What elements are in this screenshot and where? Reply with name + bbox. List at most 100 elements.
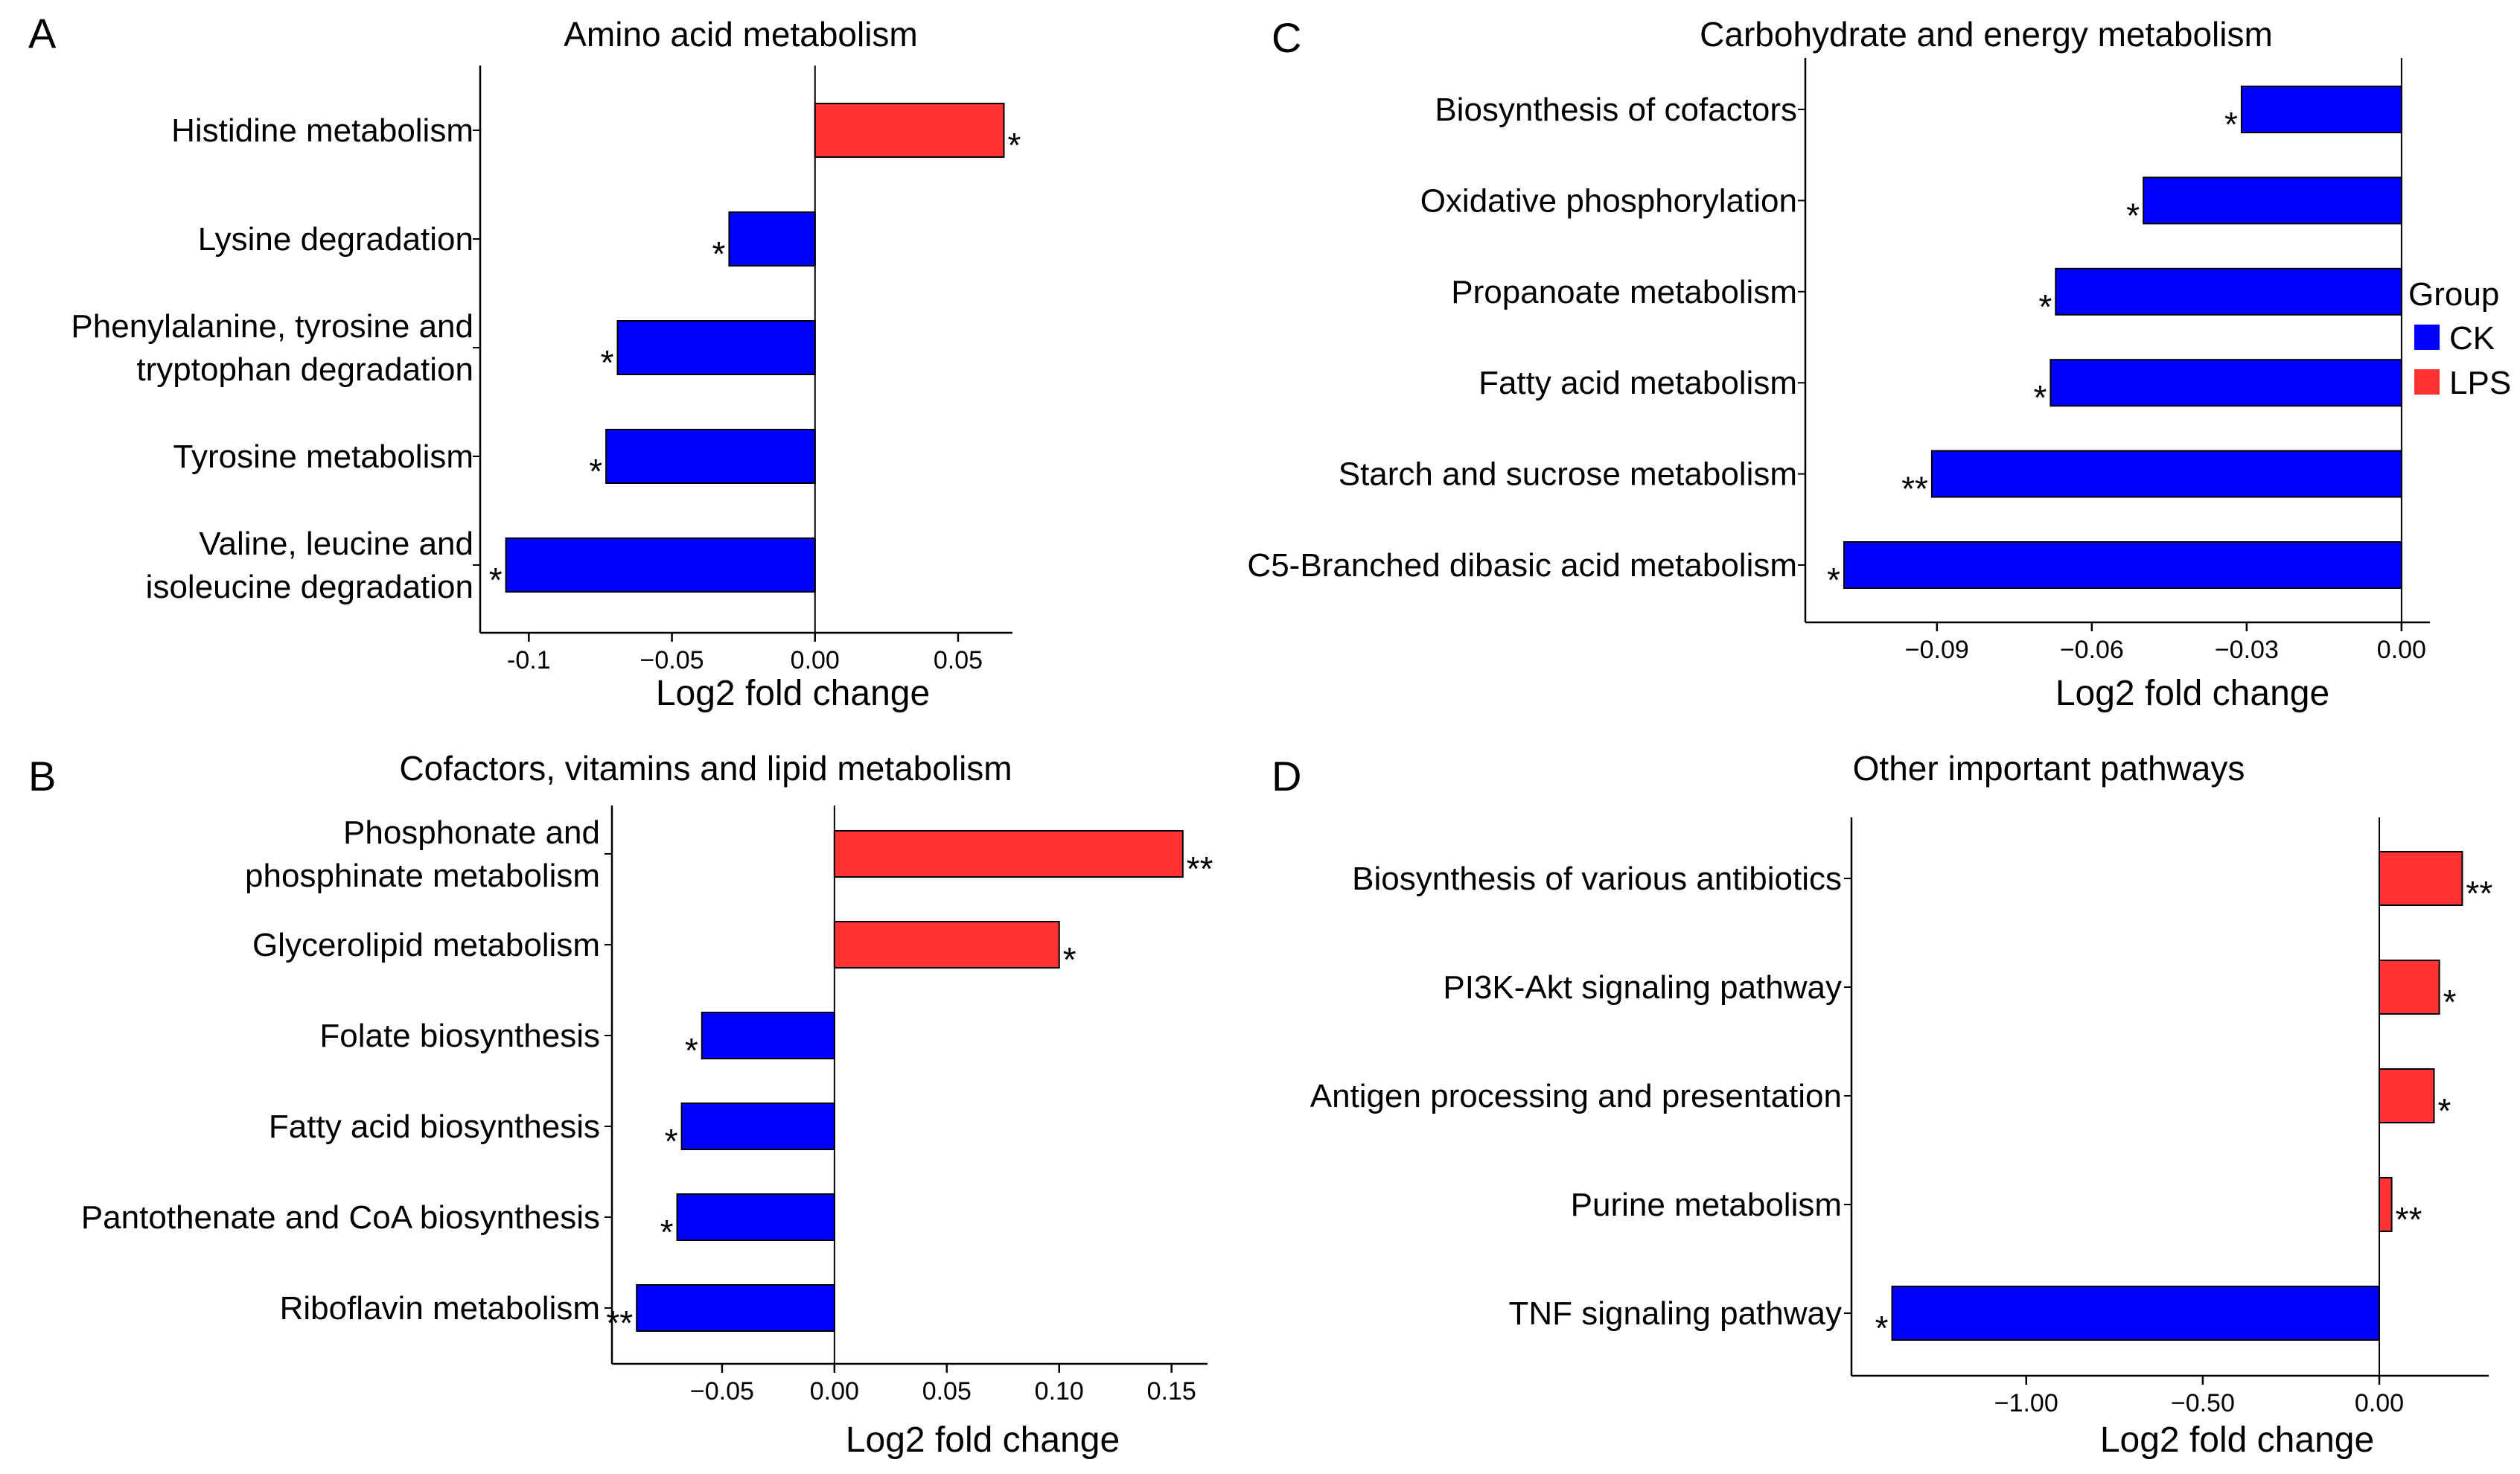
- panel-b-category-label: Pantothenate and CoA biosynthesis: [81, 1199, 600, 1236]
- panel-a-plot: -0.1 −0.05 0.00 0.05 Histidine metabolism * Ly…: [71, 66, 1021, 674]
- panel-a-significance-marker: *: [1007, 126, 1021, 165]
- panel-b-label: B: [28, 753, 56, 800]
- panel-d-label: D: [1272, 753, 1301, 800]
- panel-b-bar: [701, 1012, 835, 1059]
- panel-b-significance-marker: **: [1187, 849, 1213, 888]
- panel-c-bar: [2240, 86, 2402, 133]
- panel-d-xlabel: Log2 fold change: [2100, 1420, 2374, 1460]
- panel-d-category-label: TNF signaling pathway: [1508, 1295, 1842, 1332]
- panel-a-x-tick-label: 0.05: [934, 646, 983, 674]
- panel-d: D Other important pathways Log2 fold cha…: [1272, 749, 2492, 1460]
- panel-b-significance-marker: *: [660, 1213, 674, 1251]
- panel-c-significance-marker: *: [2038, 287, 2052, 326]
- panel-d-x-tick-label: 0.00: [2355, 1389, 2404, 1417]
- panel-c-significance-marker: *: [2126, 196, 2140, 234]
- panel-a-category-label: Lysine degradation: [198, 221, 473, 258]
- panel-b-plot: −0.05 0.00 0.05 0.10 0.15 Phosphonate and phos…: [81, 805, 1213, 1406]
- panel-b-significance-marker: **: [606, 1304, 633, 1342]
- panel-b-bar: [833, 921, 1060, 969]
- panel-c-category-label: Starch and sucrose metabolism: [1339, 456, 1797, 493]
- panel-d-bar: [2378, 1177, 2393, 1232]
- panel-c-category-label: Propanoate metabolism: [1451, 274, 1797, 310]
- panel-d-bar: [2378, 960, 2440, 1015]
- panel-c-x-tick-label: 0.00: [2377, 636, 2426, 664]
- panel-b-bar: [680, 1103, 835, 1150]
- panel-b-x-tick-label: 0.05: [922, 1377, 972, 1406]
- panel-b-bar: [636, 1284, 835, 1332]
- panel-a-category-label: Tyrosine metabolism: [173, 438, 473, 475]
- panel-c-category-label: Oxidative phosphorylation: [1420, 182, 1797, 219]
- panel-d-category-label: PI3K-Akt signaling pathway: [1443, 969, 1842, 1006]
- panel-a-category-label: Phenylalanine, tyrosine and tryptophan de…: [71, 308, 473, 388]
- panel-d-bar: [2378, 851, 2463, 906]
- panel-c-bar: [2050, 359, 2402, 407]
- panel-b-x-tick-label: 0.10: [1035, 1377, 1084, 1406]
- panel-b-bar: [833, 830, 1184, 878]
- panel-a-xlabel: Log2 fold change: [656, 674, 930, 713]
- panel-c-significance-marker: *: [1827, 561, 1840, 599]
- panel-b-x-tick-label: −0.05: [690, 1377, 754, 1406]
- panel-a-x-tick-label: −0.05: [640, 646, 704, 674]
- panel-c-bar: [2143, 176, 2402, 225]
- panel-a: A Amino acid metabolism Log2 fold change…: [28, 10, 1021, 713]
- panel-c-x-tick-label: −0.06: [2060, 636, 2124, 664]
- panel-a-category-label: Valine, leucine and isoleucine degradatio…: [146, 526, 473, 605]
- panel-c-bar: [2055, 267, 2402, 316]
- panel-d-category-label: Antigen processing and presentation: [1310, 1078, 1842, 1114]
- panel-c-title: Carbohydrate and energy metabolism: [1700, 15, 2273, 54]
- panel-a-bar: [814, 103, 1005, 158]
- panel-b-bar: [676, 1193, 835, 1241]
- panel-d-x-tick-label: −1.00: [1994, 1389, 2058, 1417]
- panel-c-significance-marker: **: [1901, 470, 1928, 508]
- panel-b-category-label: Riboflavin metabolism: [280, 1290, 600, 1327]
- panel-c-category-label: C5-Branched dibasic acid metabolism: [1247, 547, 1797, 584]
- panel-d-category-label: Purine metabolism: [1571, 1187, 1842, 1223]
- panel-d-plot: −1.00 −0.50 0.00 Biosynthesis of various an…: [1310, 817, 2492, 1417]
- panel-b-title: Cofactors, vitamins and lipid metabolism: [399, 749, 1012, 788]
- legend: Group CK LPS: [2408, 276, 2511, 401]
- panel-c-bar: [1930, 450, 2402, 498]
- panel-b-category-label: Phosphonate and phosphinate metabolism: [245, 814, 600, 894]
- panel-a-bar: [505, 537, 816, 593]
- panel-d-significance-marker: *: [2437, 1091, 2451, 1130]
- legend-label-lps: LPS: [2449, 365, 2511, 401]
- panel-c-significance-marker: *: [2224, 105, 2238, 144]
- panel-c-label: C: [1272, 14, 1301, 61]
- panel-b-x-tick-label: 0.15: [1147, 1377, 1196, 1406]
- panel-c-category-label: Biosynthesis of cofactors: [1435, 92, 1797, 128]
- panel-b-category-label: Fatty acid biosynthesis: [269, 1108, 600, 1145]
- panel-a-significance-marker: *: [712, 234, 726, 273]
- panel-b: B Cofactors, vitamins and lipid metaboli…: [28, 749, 1213, 1460]
- legend-label-ck: CK: [2449, 320, 2495, 357]
- panel-d-title: Other important pathways: [1853, 749, 2245, 788]
- panel-a-label: A: [28, 10, 57, 57]
- panel-c: C Carbohydrate and energy metabolism Log…: [1247, 14, 2430, 713]
- panel-b-significance-marker: *: [665, 1122, 678, 1161]
- panel-c-plot: −0.09 −0.06 −0.03 0.00 Biosynthesis of cofac…: [1247, 58, 2430, 664]
- panel-c-xlabel: Log2 fold change: [2055, 674, 2329, 713]
- panel-a-x-tick-label: -0.1: [507, 646, 551, 674]
- panel-c-bar: [1843, 541, 2402, 589]
- panel-d-bar: [2378, 1068, 2435, 1123]
- panel-c-x-tick-label: −0.03: [2215, 636, 2279, 664]
- panel-c-category-label: Fatty acid metabolism: [1478, 365, 1797, 401]
- panel-a-bar: [616, 320, 816, 375]
- panel-b-category-label: Folate biosynthesis: [319, 1018, 600, 1054]
- panel-a-bar: [728, 211, 816, 267]
- panel-b-significance-marker: *: [1063, 940, 1076, 979]
- panel-c-x-tick-label: −0.09: [1905, 636, 1969, 664]
- panel-a-significance-marker: *: [601, 343, 614, 382]
- panel-b-significance-marker: *: [685, 1031, 698, 1070]
- legend-swatch-ck: [2414, 325, 2440, 350]
- panel-d-significance-marker: **: [2466, 874, 2492, 913]
- legend-title: Group: [2408, 276, 2499, 313]
- panel-d-significance-marker: *: [2443, 983, 2457, 1021]
- panel-b-category-label: Glycerolipid metabolism: [252, 927, 600, 963]
- panel-a-category-label: Histidine metabolism: [171, 112, 473, 149]
- legend-swatch-lps: [2414, 369, 2440, 395]
- panel-c-significance-marker: *: [2033, 378, 2047, 417]
- panel-b-xlabel: Log2 fold change: [846, 1420, 1120, 1460]
- panel-d-category-label: Biosynthesis of various antibiotics: [1352, 861, 1842, 897]
- panel-b-x-tick-label: 0.00: [810, 1377, 859, 1406]
